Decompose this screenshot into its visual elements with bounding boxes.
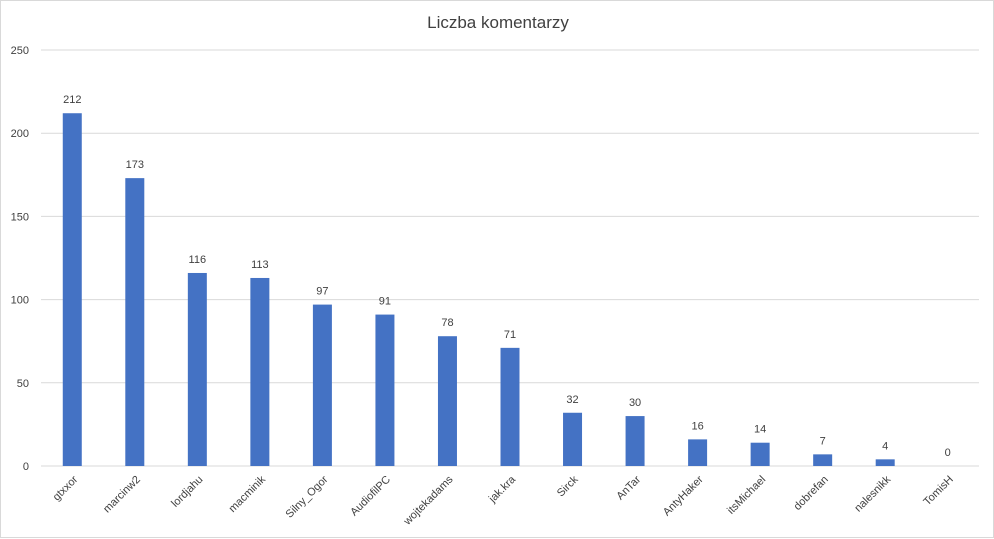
y-tick-label: 100: [11, 295, 29, 307]
y-tick-label: 250: [11, 45, 29, 57]
x-category-label: Sirck: [555, 473, 581, 499]
x-category-label: macminik: [227, 473, 269, 515]
x-category-label: dobrefan: [792, 474, 831, 513]
x-category-label: nalesnikk: [852, 473, 893, 514]
data-label: 4: [882, 440, 888, 452]
bar: [125, 178, 145, 467]
x-category-label: Silny_Ogor: [284, 473, 331, 520]
data-label: 78: [441, 317, 453, 329]
x-category-label: TomisH: [921, 474, 955, 508]
data-label: 116: [189, 254, 207, 266]
bar: [688, 439, 708, 466]
bar: [875, 459, 895, 466]
bar: [187, 272, 207, 466]
data-label: 7: [820, 435, 826, 447]
bar: [437, 336, 457, 466]
data-label: 14: [754, 424, 766, 436]
bar: [563, 412, 583, 466]
x-category-label: AntyHaker: [661, 473, 706, 518]
y-tick-label: 200: [11, 128, 29, 140]
data-label: 173: [126, 159, 144, 171]
data-label: 32: [566, 394, 578, 406]
x-category-label: marcinw2: [101, 474, 143, 516]
data-label: 71: [504, 329, 516, 341]
bar: [750, 442, 770, 466]
x-category-label: jak.kra: [486, 473, 519, 506]
x-category-label: AnTar: [614, 473, 643, 502]
x-category-label: AudiofilPC: [348, 474, 393, 519]
data-label: 113: [251, 259, 269, 271]
bar: [813, 454, 833, 466]
chart-title: Liczba komentarzy: [427, 13, 569, 32]
x-category-label: itsMichael: [725, 474, 768, 517]
bar: [375, 314, 395, 466]
data-label: 97: [316, 286, 328, 298]
bar: [500, 347, 520, 466]
data-label: 30: [629, 397, 641, 409]
bar: [250, 277, 270, 466]
bar: [62, 113, 82, 467]
x-category-label: wojtekadams: [401, 473, 456, 528]
data-label: 212: [63, 94, 81, 106]
x-category-label: lordjahu: [169, 474, 205, 510]
x-category-label: gtxxor: [51, 473, 81, 503]
bar: [312, 304, 332, 466]
data-label: 91: [379, 296, 391, 308]
y-tick-label: 50: [17, 378, 29, 390]
data-label: 0: [945, 447, 951, 459]
y-tick-label: 150: [11, 211, 29, 223]
bar: [625, 416, 645, 466]
data-label: 16: [691, 420, 703, 432]
y-tick-label: 0: [23, 461, 29, 473]
